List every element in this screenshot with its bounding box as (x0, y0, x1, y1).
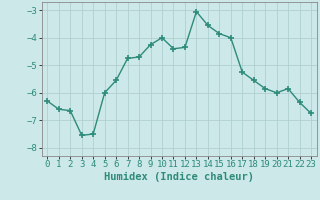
X-axis label: Humidex (Indice chaleur): Humidex (Indice chaleur) (104, 172, 254, 182)
